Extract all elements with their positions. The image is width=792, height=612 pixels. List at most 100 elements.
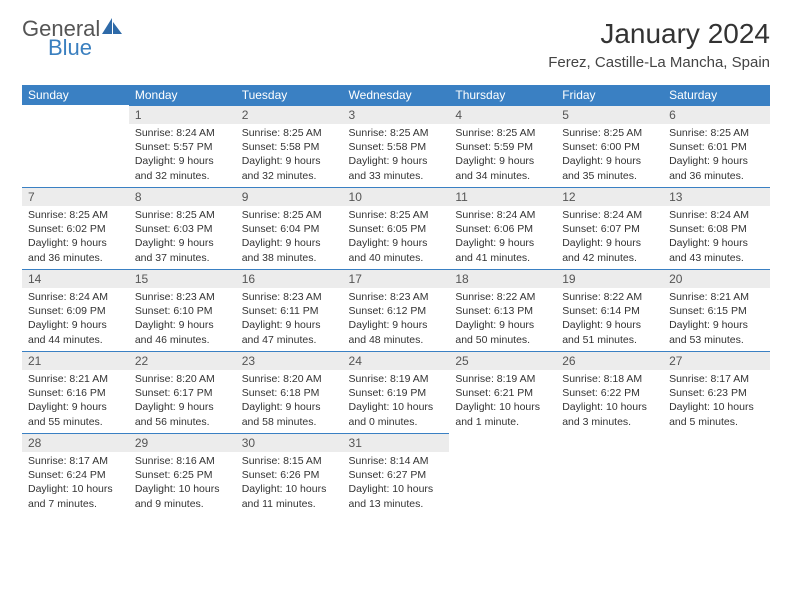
sunset-text: Sunset: 5:59 PM — [455, 140, 550, 154]
calendar-cell: 29Sunrise: 8:16 AMSunset: 6:25 PMDayligh… — [129, 433, 236, 515]
day-number: 9 — [236, 187, 343, 206]
day-detail: Sunrise: 8:17 AMSunset: 6:24 PMDaylight:… — [22, 452, 129, 515]
sunset-text: Sunset: 6:21 PM — [455, 386, 550, 400]
day-detail: Sunrise: 8:17 AMSunset: 6:23 PMDaylight:… — [663, 370, 770, 433]
calendar-cell: 15Sunrise: 8:23 AMSunset: 6:10 PMDayligh… — [129, 269, 236, 351]
sunrise-text: Sunrise: 8:19 AM — [455, 372, 550, 386]
day-number: 6 — [663, 105, 770, 124]
day-number: 14 — [22, 269, 129, 288]
day-number: 30 — [236, 433, 343, 452]
sunrise-text: Sunrise: 8:20 AM — [135, 372, 230, 386]
daylight-text: Daylight: 10 hours and 9 minutes. — [135, 482, 230, 510]
day-number: 5 — [556, 105, 663, 124]
day-number: 26 — [556, 351, 663, 370]
day-header: Tuesday — [236, 85, 343, 105]
day-number: 10 — [343, 187, 450, 206]
day-detail: Sunrise: 8:25 AMSunset: 6:03 PMDaylight:… — [129, 206, 236, 269]
calendar-cell: 6Sunrise: 8:25 AMSunset: 6:01 PMDaylight… — [663, 105, 770, 187]
logo-sail-icon — [102, 18, 124, 41]
sunrise-text: Sunrise: 8:15 AM — [242, 454, 337, 468]
sunset-text: Sunset: 6:05 PM — [349, 222, 444, 236]
sunset-text: Sunset: 6:08 PM — [669, 222, 764, 236]
day-number: 25 — [449, 351, 556, 370]
daylight-text: Daylight: 9 hours and 35 minutes. — [562, 154, 657, 182]
day-number: 22 — [129, 351, 236, 370]
sunset-text: Sunset: 6:00 PM — [562, 140, 657, 154]
calendar-cell: 16Sunrise: 8:23 AMSunset: 6:11 PMDayligh… — [236, 269, 343, 351]
day-header: Wednesday — [343, 85, 450, 105]
day-detail: Sunrise: 8:25 AMSunset: 6:04 PMDaylight:… — [236, 206, 343, 269]
day-number: 1 — [129, 105, 236, 124]
sunset-text: Sunset: 6:23 PM — [669, 386, 764, 400]
sunset-text: Sunset: 6:25 PM — [135, 468, 230, 482]
calendar-cell: 21Sunrise: 8:21 AMSunset: 6:16 PMDayligh… — [22, 351, 129, 433]
day-detail: Sunrise: 8:24 AMSunset: 6:06 PMDaylight:… — [449, 206, 556, 269]
calendar-head: SundayMondayTuesdayWednesdayThursdayFrid… — [22, 85, 770, 105]
daylight-text: Daylight: 10 hours and 3 minutes. — [562, 400, 657, 428]
day-number: 15 — [129, 269, 236, 288]
calendar-table: SundayMondayTuesdayWednesdayThursdayFrid… — [22, 85, 770, 515]
day-detail: Sunrise: 8:23 AMSunset: 6:11 PMDaylight:… — [236, 288, 343, 351]
sunrise-text: Sunrise: 8:22 AM — [562, 290, 657, 304]
calendar-cell: 9Sunrise: 8:25 AMSunset: 6:04 PMDaylight… — [236, 187, 343, 269]
sunrise-text: Sunrise: 8:25 AM — [135, 208, 230, 222]
day-detail: Sunrise: 8:25 AMSunset: 6:05 PMDaylight:… — [343, 206, 450, 269]
day-detail: Sunrise: 8:25 AMSunset: 5:58 PMDaylight:… — [343, 124, 450, 187]
sunrise-text: Sunrise: 8:25 AM — [349, 208, 444, 222]
calendar-week: 14Sunrise: 8:24 AMSunset: 6:09 PMDayligh… — [22, 269, 770, 351]
sunrise-text: Sunrise: 8:25 AM — [28, 208, 123, 222]
day-detail: Sunrise: 8:23 AMSunset: 6:12 PMDaylight:… — [343, 288, 450, 351]
sunrise-text: Sunrise: 8:14 AM — [349, 454, 444, 468]
calendar-cell: 17Sunrise: 8:23 AMSunset: 6:12 PMDayligh… — [343, 269, 450, 351]
day-number: 12 — [556, 187, 663, 206]
calendar-cell: 14Sunrise: 8:24 AMSunset: 6:09 PMDayligh… — [22, 269, 129, 351]
day-detail: Sunrise: 8:22 AMSunset: 6:13 PMDaylight:… — [449, 288, 556, 351]
day-number: 4 — [449, 105, 556, 124]
day-detail: Sunrise: 8:25 AMSunset: 5:58 PMDaylight:… — [236, 124, 343, 187]
day-detail: Sunrise: 8:18 AMSunset: 6:22 PMDaylight:… — [556, 370, 663, 433]
daylight-text: Daylight: 9 hours and 32 minutes. — [135, 154, 230, 182]
daylight-text: Daylight: 9 hours and 34 minutes. — [455, 154, 550, 182]
daylight-text: Daylight: 9 hours and 53 minutes. — [669, 318, 764, 346]
sunset-text: Sunset: 6:11 PM — [242, 304, 337, 318]
daylight-text: Daylight: 9 hours and 46 minutes. — [135, 318, 230, 346]
day-detail: Sunrise: 8:25 AMSunset: 6:02 PMDaylight:… — [22, 206, 129, 269]
calendar-week: 21Sunrise: 8:21 AMSunset: 6:16 PMDayligh… — [22, 351, 770, 433]
day-number: 21 — [22, 351, 129, 370]
sunset-text: Sunset: 6:26 PM — [242, 468, 337, 482]
calendar-cell: 25Sunrise: 8:19 AMSunset: 6:21 PMDayligh… — [449, 351, 556, 433]
sunrise-text: Sunrise: 8:23 AM — [135, 290, 230, 304]
day-detail: Sunrise: 8:24 AMSunset: 6:08 PMDaylight:… — [663, 206, 770, 269]
calendar-cell: 10Sunrise: 8:25 AMSunset: 6:05 PMDayligh… — [343, 187, 450, 269]
calendar-cell: 7Sunrise: 8:25 AMSunset: 6:02 PMDaylight… — [22, 187, 129, 269]
sunset-text: Sunset: 6:04 PM — [242, 222, 337, 236]
calendar-cell: 22Sunrise: 8:20 AMSunset: 6:17 PMDayligh… — [129, 351, 236, 433]
calendar-cell: 3Sunrise: 8:25 AMSunset: 5:58 PMDaylight… — [343, 105, 450, 187]
logo: General Blue — [22, 18, 124, 59]
sunset-text: Sunset: 6:18 PM — [242, 386, 337, 400]
sunrise-text: Sunrise: 8:23 AM — [349, 290, 444, 304]
sunrise-text: Sunrise: 8:24 AM — [28, 290, 123, 304]
calendar-cell: 24Sunrise: 8:19 AMSunset: 6:19 PMDayligh… — [343, 351, 450, 433]
day-header: Saturday — [663, 85, 770, 105]
sunrise-text: Sunrise: 8:17 AM — [28, 454, 123, 468]
calendar-cell — [663, 433, 770, 515]
day-number: 17 — [343, 269, 450, 288]
sunrise-text: Sunrise: 8:25 AM — [242, 126, 337, 140]
day-detail: Sunrise: 8:25 AMSunset: 6:01 PMDaylight:… — [663, 124, 770, 187]
day-number: 27 — [663, 351, 770, 370]
calendar-cell — [556, 433, 663, 515]
calendar-cell — [22, 105, 129, 187]
calendar-cell: 18Sunrise: 8:22 AMSunset: 6:13 PMDayligh… — [449, 269, 556, 351]
day-number: 11 — [449, 187, 556, 206]
calendar-cell — [449, 433, 556, 515]
daylight-text: Daylight: 9 hours and 48 minutes. — [349, 318, 444, 346]
daylight-text: Daylight: 9 hours and 42 minutes. — [562, 236, 657, 264]
calendar-cell: 2Sunrise: 8:25 AMSunset: 5:58 PMDaylight… — [236, 105, 343, 187]
day-number: 13 — [663, 187, 770, 206]
sunset-text: Sunset: 6:27 PM — [349, 468, 444, 482]
calendar-cell: 5Sunrise: 8:25 AMSunset: 6:00 PMDaylight… — [556, 105, 663, 187]
day-header: Monday — [129, 85, 236, 105]
day-number: 16 — [236, 269, 343, 288]
calendar-cell: 27Sunrise: 8:17 AMSunset: 6:23 PMDayligh… — [663, 351, 770, 433]
